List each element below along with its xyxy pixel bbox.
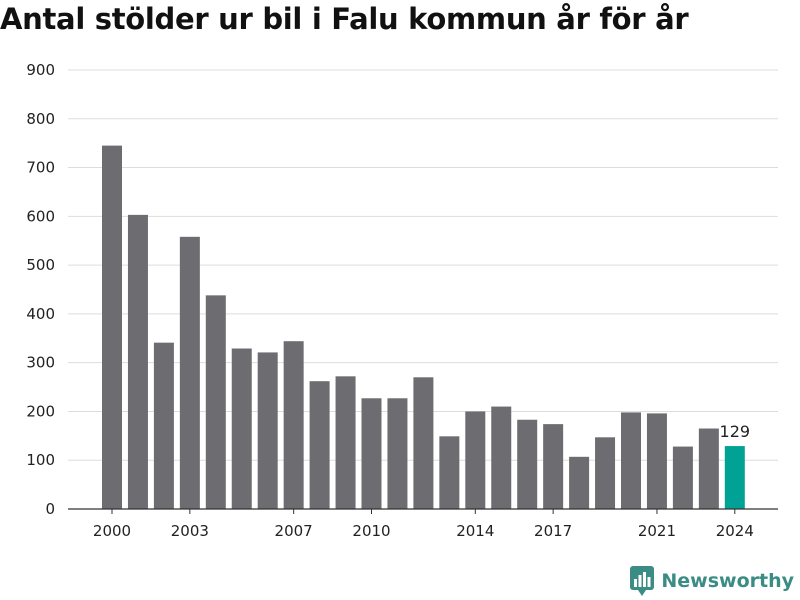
x-tick-label: 2014 — [456, 522, 494, 540]
bar — [387, 398, 408, 509]
bar — [153, 342, 174, 509]
bar — [595, 437, 616, 509]
bar — [543, 424, 564, 509]
bar — [309, 381, 330, 509]
bar — [569, 456, 590, 509]
y-axis-ticks: 0 100 200 300 400 500 600 700 800 900 — [26, 61, 55, 518]
bar — [465, 411, 486, 509]
bar — [127, 214, 148, 509]
bar — [283, 341, 304, 509]
x-axis-ticks: 2000 2003 2007 2010 2014 2017 2021 2024 — [93, 509, 754, 540]
bars — [102, 145, 745, 509]
brand-name: Newsworthy — [661, 570, 794, 592]
bar — [102, 145, 122, 509]
bar — [646, 413, 667, 509]
newsworthy-logo-icon — [630, 566, 655, 596]
bar — [491, 406, 512, 509]
x-tick-label: 2010 — [352, 522, 390, 540]
bar — [205, 295, 226, 509]
y-tick-label: 300 — [26, 354, 55, 372]
x-tick-label: 2021 — [638, 522, 676, 540]
x-tick-label: 2003 — [171, 522, 209, 540]
data-label: 129 — [720, 422, 751, 441]
bar — [439, 436, 460, 509]
bar — [361, 398, 382, 509]
bar — [257, 352, 278, 509]
highlight-bar — [724, 446, 745, 509]
bar — [413, 377, 434, 509]
y-tick-label: 700 — [26, 159, 55, 177]
y-tick-label: 400 — [26, 305, 55, 323]
bar — [335, 376, 356, 509]
y-tick-label: 800 — [26, 110, 55, 128]
data-labels: 129 — [720, 422, 751, 441]
x-tick-label: 2000 — [93, 522, 131, 540]
y-tick-label: 900 — [26, 61, 55, 79]
bar — [179, 236, 200, 509]
y-tick-label: 200 — [26, 402, 55, 420]
bar — [672, 446, 693, 509]
y-tick-label: 100 — [26, 451, 55, 469]
x-tick-label: 2007 — [275, 522, 313, 540]
y-tick-label: 600 — [26, 207, 55, 225]
x-tick-label: 2024 — [716, 522, 754, 540]
bar — [698, 428, 719, 509]
brand-footer: Newsworthy — [630, 566, 794, 596]
bar — [231, 348, 252, 509]
bar — [621, 412, 641, 509]
y-tick-label: 0 — [45, 500, 55, 518]
chart-title: Antal stölder ur bil i Falu kommun år fö… — [0, 2, 689, 36]
y-tick-label: 500 — [26, 256, 55, 274]
x-tick-label: 2017 — [534, 522, 572, 540]
bar — [517, 419, 538, 509]
